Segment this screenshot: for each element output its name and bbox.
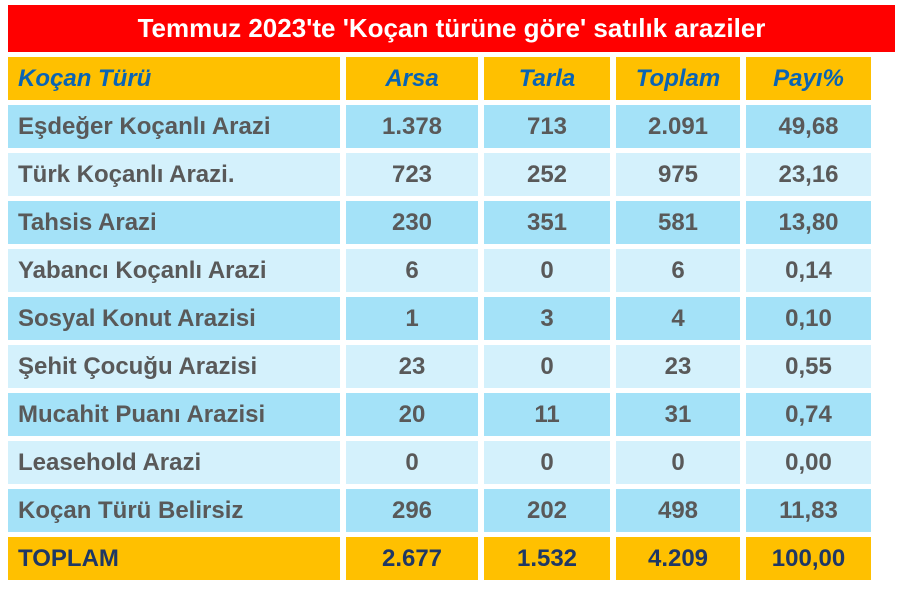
cell: 4 (616, 297, 740, 340)
cell: Toplam (616, 57, 740, 100)
row-label: Yabancı Koçanlı Arazi (8, 249, 340, 292)
table-row: Yabancı Koçanlı Arazi 6 0 6 0,14 (8, 249, 871, 292)
cell: 23 (616, 345, 740, 388)
cell: 11,83 (746, 489, 871, 532)
cell: 4.209 (616, 537, 740, 580)
cell: 0,14 (746, 249, 871, 292)
cell: 0 (484, 345, 610, 388)
cell: 49,68 (746, 105, 871, 148)
row-label: Türk Koçanlı Arazi. (8, 153, 340, 196)
cell: 0 (346, 441, 478, 484)
table-row: Türk Koçanlı Arazi. 723 252 975 23,16 (8, 153, 871, 196)
row-label: Koçan Türü (8, 57, 340, 100)
table-row: Koçan Türü Arsa Tarla Toplam Payı% (8, 57, 871, 100)
cell: 11 (484, 393, 610, 436)
cell: 498 (616, 489, 740, 532)
cell: 1.532 (484, 537, 610, 580)
cell: Tarla (484, 57, 610, 100)
cell: 100,00 (746, 537, 871, 580)
title: Temmuz 2023'te 'Koçan türüne göre' satıl… (8, 5, 895, 52)
row-label: Sosyal Konut Arazisi (8, 297, 340, 340)
cell: Payı% (746, 57, 871, 100)
table-row: TOPLAM 2.677 1.532 4.209 100,00 (8, 537, 871, 580)
table-row: Mucahit Puanı Arazisi 20 11 31 0,74 (8, 393, 871, 436)
cell: 0,55 (746, 345, 871, 388)
row-label: Koçan Türü Belirsiz (8, 489, 340, 532)
table-row: Eşdeğer Koçanlı Arazi 1.378 713 2.091 49,68 (8, 105, 871, 148)
cell: 0,00 (746, 441, 871, 484)
cell: 2.677 (346, 537, 478, 580)
cell: 713 (484, 105, 610, 148)
row-label: Şehit Çocuğu Arazisi (8, 345, 340, 388)
cell: 31 (616, 393, 740, 436)
cell: 3 (484, 297, 610, 340)
cell: 23 (346, 345, 478, 388)
cell: 0,10 (746, 297, 871, 340)
cell: 296 (346, 489, 478, 532)
cell: 230 (346, 201, 478, 244)
cell: 20 (346, 393, 478, 436)
cell: 202 (484, 489, 610, 532)
cell: 723 (346, 153, 478, 196)
row-label: Mucahit Puanı Arazisi (8, 393, 340, 436)
cell: 1.378 (346, 105, 478, 148)
cell: 6 (346, 249, 478, 292)
cell: 581 (616, 201, 740, 244)
cell: 23,16 (746, 153, 871, 196)
cell: 13,80 (746, 201, 871, 244)
table-row: Tahsis Arazi 230 351 581 13,80 (8, 201, 871, 244)
row-label: TOPLAM (8, 537, 340, 580)
row-label: Eşdeğer Koçanlı Arazi (8, 105, 340, 148)
table-row: Koçan Türü Belirsiz 296 202 498 11,83 (8, 489, 871, 532)
cell: 252 (484, 153, 610, 196)
cell: 0 (484, 441, 610, 484)
cell: 975 (616, 153, 740, 196)
row-label: Leasehold Arazi (8, 441, 340, 484)
table-row: Leasehold Arazi 0 0 0 0,00 (8, 441, 871, 484)
cell: 0 (484, 249, 610, 292)
cell: 0 (616, 441, 740, 484)
cell: Arsa (346, 57, 478, 100)
table-row: Şehit Çocuğu Arazisi 23 0 23 0,55 (8, 345, 871, 388)
cell: 1 (346, 297, 478, 340)
cell: 6 (616, 249, 740, 292)
cell: 351 (484, 201, 610, 244)
table-row: Sosyal Konut Arazisi 1 3 4 0,10 (8, 297, 871, 340)
table: Koçan Türü Arsa Tarla Toplam Payı% Eşdeğer Ko… (2, 52, 877, 585)
row-label: Tahsis Arazi (8, 201, 340, 244)
cell: 0,74 (746, 393, 871, 436)
cell: 2.091 (616, 105, 740, 148)
